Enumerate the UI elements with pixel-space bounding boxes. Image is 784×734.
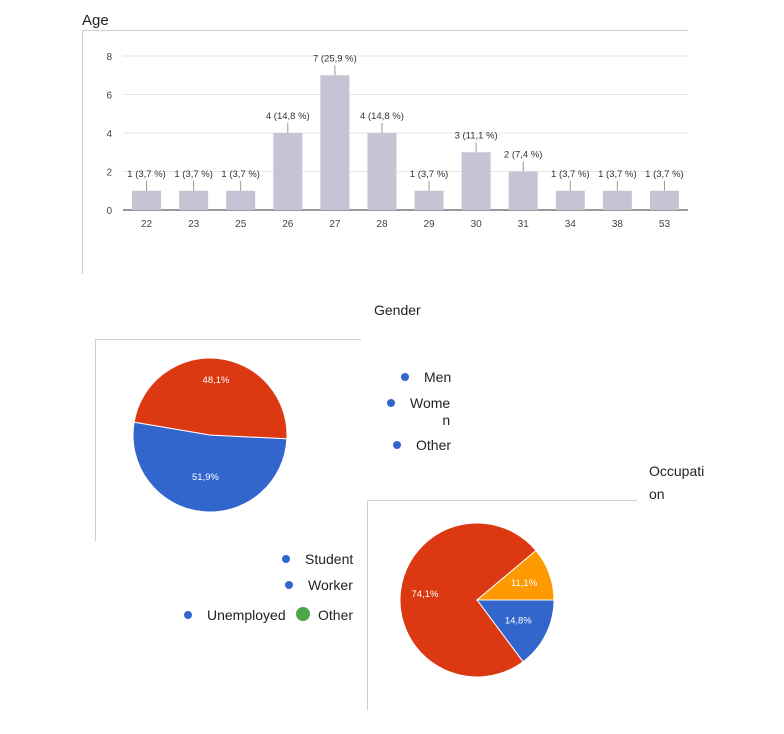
age-bar bbox=[602, 190, 632, 210]
gender-left-rule bbox=[95, 339, 96, 541]
occupation-slice bbox=[399, 522, 537, 678]
occupation-slice bbox=[476, 599, 555, 663]
occupation-legend-worker: Worker bbox=[308, 577, 353, 593]
age-y-tick-label: 4 bbox=[106, 129, 112, 140]
age-x-tick-label: 38 bbox=[612, 219, 624, 230]
age-x-tick-label: 27 bbox=[329, 219, 341, 230]
age-data-label: 4 (14,8 %) bbox=[266, 111, 310, 122]
age-data-label: 1 (3,7 %) bbox=[174, 169, 213, 180]
occupation-legend-other-dot bbox=[296, 607, 310, 621]
age-chart-title: Age bbox=[82, 12, 109, 29]
occupation-legend-other: Other bbox=[318, 607, 354, 623]
occupation-legend-student-dot bbox=[282, 555, 290, 563]
gender-legend-other-dot bbox=[393, 441, 401, 449]
occupation-slice-label: 14,8% bbox=[505, 616, 532, 627]
age-bar bbox=[132, 190, 162, 210]
age-bar bbox=[461, 152, 491, 210]
gender-top-rule bbox=[95, 339, 361, 340]
age-y-tick-label: 6 bbox=[106, 91, 112, 102]
age-data-label: 1 (3,7 %) bbox=[645, 169, 684, 180]
age-chart-top-rule bbox=[82, 30, 688, 31]
age-data-label: 1 (3,7 %) bbox=[598, 169, 637, 180]
occupation-slice bbox=[475, 549, 555, 601]
age-bar bbox=[367, 133, 397, 210]
age-x-tick-label: 34 bbox=[565, 219, 577, 230]
gender-slice-label: 48,1% bbox=[203, 375, 230, 386]
age-data-label: 3 (11,1 %) bbox=[455, 130, 498, 141]
age-x-tick-label: 25 bbox=[235, 219, 247, 230]
occupation-chart-title: Occupati on bbox=[649, 463, 705, 502]
age-bars bbox=[132, 75, 679, 210]
age-data-label: 1 (3,7 %) bbox=[551, 169, 590, 180]
age-data-label: 1 (3,7 %) bbox=[127, 169, 166, 180]
occupation-legend-unemployed-dot bbox=[184, 611, 192, 619]
gender-legend-men: Men bbox=[424, 369, 452, 385]
age-data-label: 1 (3,7 %) bbox=[221, 169, 260, 180]
age-data-label: 7 (25,9 %) bbox=[313, 53, 357, 64]
occupation-left-rule bbox=[367, 500, 368, 710]
gender-legend-women: Wome n bbox=[410, 395, 451, 428]
age-bar bbox=[273, 133, 303, 210]
age-bar bbox=[226, 190, 256, 210]
age-data-label: 2 (7,4 %) bbox=[504, 150, 543, 161]
age-x-tick-label: 26 bbox=[282, 219, 294, 230]
age-x-tick-label: 29 bbox=[423, 219, 435, 230]
age-x-tick-labels: 22 23 25 26 27 28 29 30 31 34 38 53 bbox=[141, 219, 670, 230]
occupation-top-rule bbox=[367, 500, 637, 501]
occupation-legend-student: Student bbox=[305, 551, 354, 567]
gender-chart-title: Gender bbox=[374, 302, 421, 318]
occupation-legend-worker-dot bbox=[285, 581, 293, 589]
age-x-tick-label: 31 bbox=[518, 219, 530, 230]
age-y-tick-label: 8 bbox=[106, 52, 112, 63]
occupation-slice-label: 74,1% bbox=[412, 589, 439, 600]
gender-legend-women-dot bbox=[387, 399, 395, 407]
age-x-tick-label: 30 bbox=[471, 219, 483, 230]
age-y-tick-label: 2 bbox=[106, 168, 112, 179]
age-y-tick-labels: 0 2 4 6 8 bbox=[106, 52, 112, 217]
age-bar bbox=[508, 171, 538, 210]
age-x-tick-label: 22 bbox=[141, 219, 153, 230]
age-data-label: 1 (3,7 %) bbox=[410, 169, 449, 180]
age-gridlines bbox=[123, 55, 688, 211]
gender-slice bbox=[133, 357, 288, 440]
age-bar bbox=[179, 190, 209, 210]
age-data-label: 4 (14,8 %) bbox=[360, 111, 404, 122]
age-chart-left-rule bbox=[82, 30, 83, 274]
age-bar bbox=[414, 190, 444, 210]
occupation-legend-unemployed: Unemployed bbox=[207, 607, 286, 623]
age-x-tick-label: 53 bbox=[659, 219, 671, 230]
occupation-slice-label: 11,1% bbox=[511, 578, 538, 589]
age-data-labels: 1 (3,7 %) 1 (3,7 %) 1 (3,7 %) 4 (14,8 %) 7 (… bbox=[127, 53, 684, 191]
age-bar bbox=[320, 75, 350, 210]
age-bar-chart: 0 2 4 6 8 22 23 25 26 27 28 29 30 31 34 38 53 1 (3,7 %)… bbox=[106, 52, 688, 230]
age-x-tick-label: 28 bbox=[376, 219, 388, 230]
age-y-tick-label: 0 bbox=[106, 206, 112, 217]
gender-legend-other: Other bbox=[416, 437, 452, 453]
age-bar bbox=[649, 190, 679, 210]
age-x-tick-label: 23 bbox=[188, 219, 200, 230]
age-bar bbox=[555, 190, 585, 210]
gender-slice bbox=[132, 421, 288, 513]
gender-legend-men-dot bbox=[401, 373, 409, 381]
gender-slice-label: 51,9% bbox=[192, 472, 219, 483]
